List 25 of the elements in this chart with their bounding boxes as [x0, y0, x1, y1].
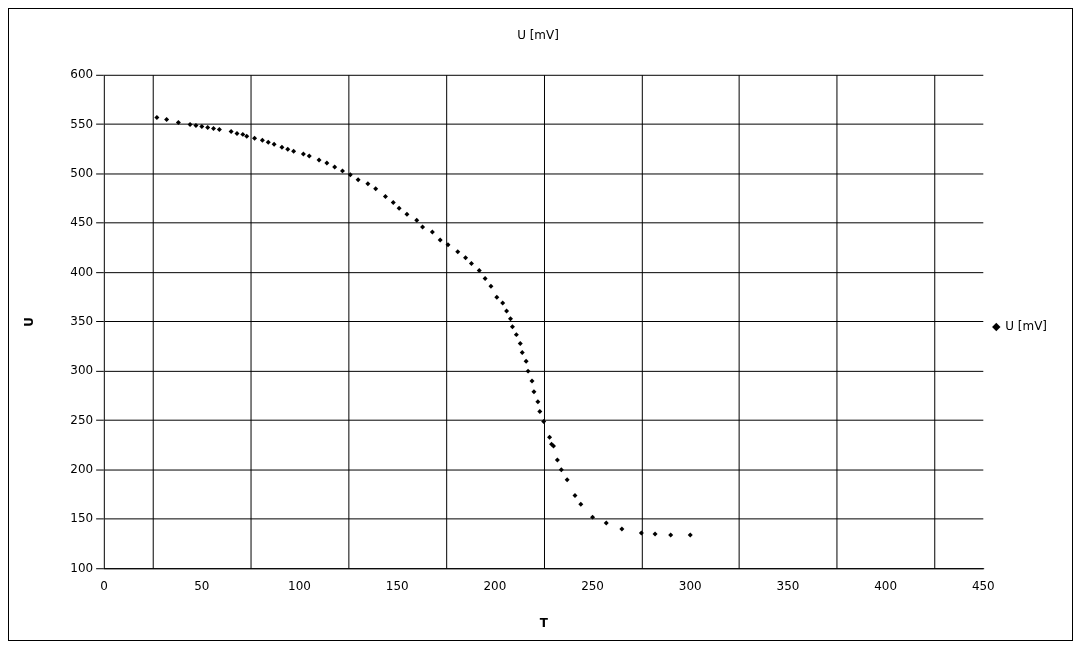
y-tick-label: 600 [70, 67, 94, 82]
y-tick-label: 500 [70, 165, 94, 180]
x-tick-label: 150 [385, 578, 409, 593]
x-tick-label: 450 [971, 578, 995, 593]
legend-label: U [mV] [1005, 319, 1047, 334]
y-tick-label: 200 [70, 461, 94, 476]
x-tick-label: 0 [100, 578, 108, 593]
x-tick-label: 100 [288, 578, 311, 593]
y-tick-label: 350 [70, 313, 94, 328]
y-tick-label: 400 [70, 264, 94, 279]
x-tick-label: 350 [776, 578, 800, 593]
y-tick-label: 450 [70, 215, 94, 230]
x-axis-title: T [539, 615, 549, 630]
x-tick-label: 200 [483, 578, 507, 593]
x-tick-label: 50 [194, 578, 210, 593]
y-tick-label: 300 [70, 363, 94, 378]
y-tick-label: 250 [70, 412, 94, 427]
y-axis-title: U [22, 316, 37, 327]
y-tick-label: 550 [70, 116, 94, 131]
y-tick-label: 100 [70, 560, 94, 575]
x-tick-label: 250 [581, 578, 604, 593]
x-tick-label: 400 [874, 578, 898, 593]
x-tick-label: 300 [678, 578, 702, 593]
y-tick-label: 150 [70, 511, 94, 526]
chart-title: U [mV] [517, 28, 559, 43]
